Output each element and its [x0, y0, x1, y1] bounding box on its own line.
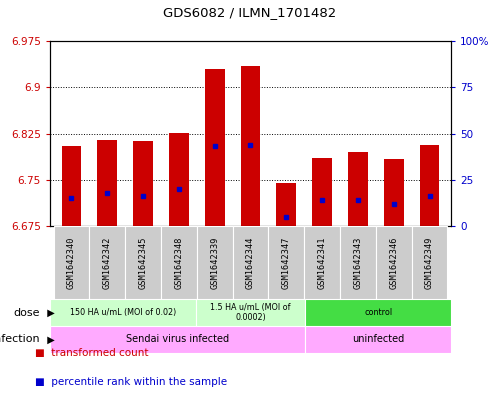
Text: GSM1642344: GSM1642344: [246, 236, 255, 289]
Bar: [276, 183, 296, 226]
Bar: [169, 134, 189, 226]
Text: 150 HA u/mL (MOI of 0.02): 150 HA u/mL (MOI of 0.02): [70, 308, 176, 317]
Text: GSM1642343: GSM1642343: [353, 236, 362, 289]
Text: GSM1642340: GSM1642340: [67, 236, 76, 289]
Text: GSM1642349: GSM1642349: [425, 236, 434, 289]
Text: GSM1642347: GSM1642347: [282, 236, 291, 289]
Bar: [312, 158, 332, 226]
Text: GDS6082 / ILMN_1701482: GDS6082 / ILMN_1701482: [163, 6, 336, 19]
Text: GSM1642346: GSM1642346: [389, 236, 398, 289]
Bar: [420, 145, 439, 226]
Text: control: control: [364, 308, 392, 317]
Text: 1.5 HA u/mL (MOI of
0.0002): 1.5 HA u/mL (MOI of 0.0002): [210, 303, 291, 322]
Bar: [62, 146, 81, 226]
Bar: [241, 66, 260, 226]
Text: uninfected: uninfected: [352, 334, 404, 345]
Bar: [97, 140, 117, 226]
Bar: [348, 152, 368, 226]
Text: GSM1642341: GSM1642341: [317, 236, 327, 289]
Bar: [268, 226, 304, 299]
Text: ▶: ▶: [40, 307, 54, 318]
Bar: [161, 226, 197, 299]
Bar: [50, 326, 305, 353]
Text: Sendai virus infected: Sendai virus infected: [126, 334, 229, 345]
Text: GSM1642345: GSM1642345: [139, 236, 148, 289]
Bar: [233, 226, 268, 299]
Bar: [384, 160, 404, 226]
Bar: [376, 226, 412, 299]
Bar: [133, 141, 153, 226]
Text: infection: infection: [0, 334, 40, 345]
Bar: [340, 226, 376, 299]
Text: ▶: ▶: [40, 334, 54, 345]
Bar: [304, 226, 340, 299]
Bar: [197, 226, 233, 299]
Bar: [50, 299, 196, 326]
Text: GSM1642348: GSM1642348: [174, 236, 184, 289]
Bar: [412, 226, 448, 299]
Text: ■  percentile rank within the sample: ■ percentile rank within the sample: [35, 377, 227, 387]
Bar: [196, 299, 305, 326]
Text: GSM1642339: GSM1642339: [210, 236, 219, 289]
Text: ■  transformed count: ■ transformed count: [35, 348, 148, 358]
Bar: [53, 226, 89, 299]
Bar: [305, 326, 451, 353]
Bar: [125, 226, 161, 299]
Text: dose: dose: [13, 307, 40, 318]
Bar: [89, 226, 125, 299]
Bar: [205, 69, 225, 226]
Bar: [305, 299, 451, 326]
Text: GSM1642342: GSM1642342: [103, 236, 112, 289]
